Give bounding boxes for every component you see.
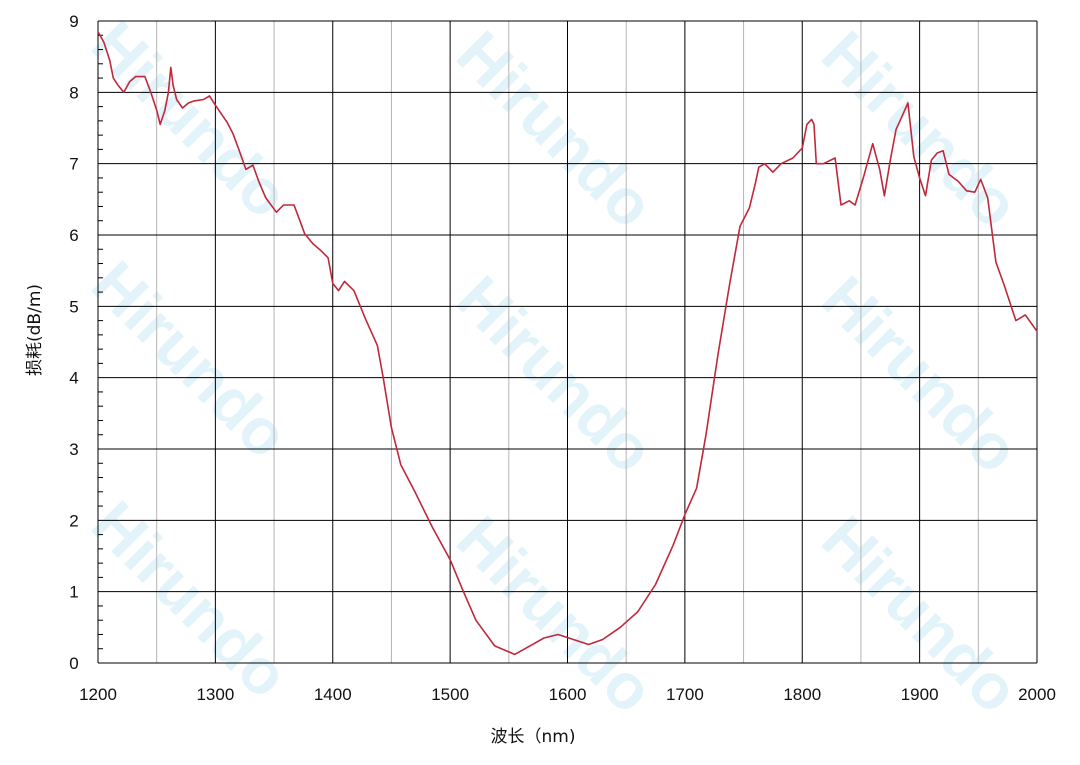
x-axis-title: 波长（nm) (491, 727, 576, 747)
x-tick-label: 1800 (783, 685, 821, 704)
data-series (97, 30, 1038, 656)
watermark-text: Hirundo (808, 262, 1032, 486)
y-tick-label: 5 (69, 297, 78, 316)
y-tick-label: 2 (69, 511, 78, 530)
watermark-text: Hirundo (808, 17, 1032, 241)
y-tick-label: 7 (69, 155, 78, 174)
y-tick-label: 3 (69, 440, 78, 459)
y-tick-label: 8 (69, 83, 78, 102)
y-axis-title: 损耗(dB/m) (25, 284, 45, 376)
major-grid (97, 20, 1038, 664)
loss-curve-line (97, 30, 1038, 656)
y-tick-label: 6 (69, 226, 78, 245)
x-tick-label: 1400 (314, 685, 352, 704)
watermark-text: Hirundo (443, 17, 667, 241)
minor-grid (156, 21, 979, 663)
watermark-text: Hirundo (78, 7, 302, 231)
x-tick-label: 2000 (1018, 685, 1056, 704)
x-tick-label: 1700 (666, 685, 704, 704)
x-tick-label: 1600 (549, 685, 587, 704)
y-tick-label: 0 (69, 654, 78, 673)
x-tick-label: 1900 (901, 685, 939, 704)
y-tick-labels: 0 1 2 3 4 5 6 7 8 9 (69, 12, 78, 673)
watermark-text: Hirundo (78, 247, 302, 471)
y-tick-label: 9 (69, 12, 78, 31)
y-minor-ticks (98, 34, 103, 650)
x-tick-label: 1200 (79, 685, 117, 704)
watermark-text: Hirundo (78, 487, 302, 711)
y-tick-label: 1 (69, 583, 78, 602)
x-tick-label: 1500 (431, 685, 469, 704)
x-tick-labels: 1200 1300 1400 1500 1600 1700 1800 1900 2000 (79, 685, 1056, 704)
y-tick-label: 4 (69, 369, 78, 388)
watermark-text: Hirundo (443, 262, 667, 486)
x-tick-label: 1300 (196, 685, 234, 704)
